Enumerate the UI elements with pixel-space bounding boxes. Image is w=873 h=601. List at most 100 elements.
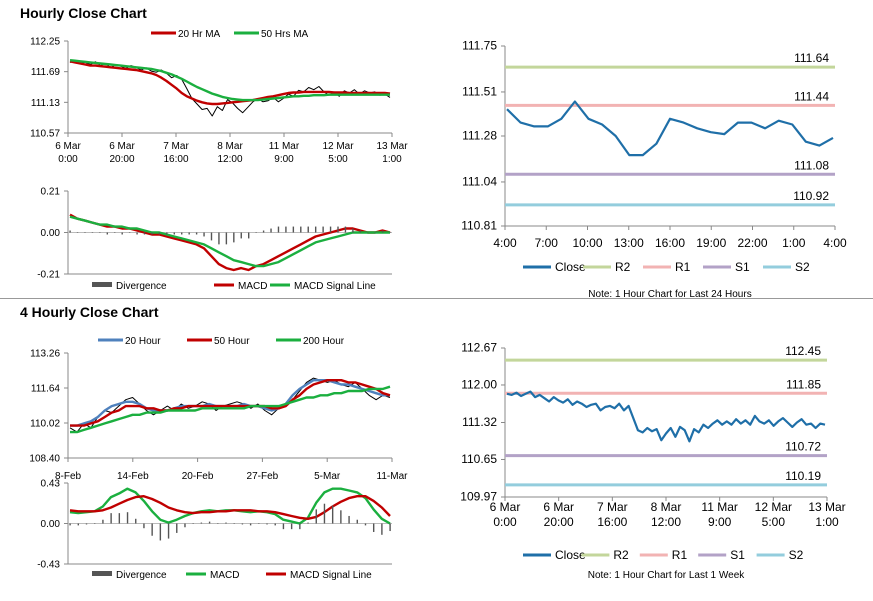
level-label-s1: 110.72 (785, 440, 821, 454)
divergence-bar (372, 523, 375, 532)
divergence-bar (299, 523, 301, 530)
legend-label-s2: S2 (795, 260, 810, 274)
four-hourly-section-title: 4 Hourly Close Chart (20, 304, 159, 320)
divergence-bar (176, 523, 178, 533)
y-tick-label: 110.65 (461, 452, 497, 466)
chart-note: Note: 1 Hour Chart for Last 24 Hours (588, 289, 751, 300)
divergence-bar (344, 226, 347, 233)
divergence-bar (91, 232, 94, 233)
divergence-bar (151, 232, 153, 235)
x-tick-label: 11-Mar (377, 471, 409, 482)
four-hourly-pivot-chart: 112.67 112.00 111.32 110.65 109.97 112.45 111.… (460, 341, 828, 581)
y-tick-label: 111.64 (31, 384, 61, 395)
y-tick-label: 108.40 (29, 454, 60, 465)
legend-label-r1: R1 (672, 548, 688, 562)
level-label-r1: 111.85 (786, 377, 821, 391)
x-tick-label: 7 Mar (597, 500, 628, 514)
x-tick-label: 13 Mar (808, 500, 845, 514)
divergence-bar (110, 513, 112, 524)
hourly-price-chart: 112.25 111.69 111.13 110.57 20 Hr MA 50 Hrs M… (30, 29, 393, 140)
x-tick-label: 8-Feb (55, 471, 82, 482)
divergence-bar (307, 226, 309, 233)
series-close (506, 390, 826, 443)
series-50-hour (70, 379, 391, 427)
divergence-bar (118, 513, 121, 524)
series-close (69, 60, 391, 117)
divergence-bar (322, 226, 324, 233)
series-macd (69, 213, 391, 272)
x-tick-label: 9:00 (708, 515, 732, 529)
x-tick-label: 20:00 (109, 154, 134, 165)
divergence-bar (381, 523, 383, 535)
x-tick-label: 1:00 (382, 154, 402, 165)
divergence-bar (69, 523, 71, 526)
divergence-bar (285, 226, 287, 233)
x-tick-label: 11 Mar (701, 500, 737, 514)
divergence-bar (99, 232, 101, 233)
y-tick-label: 111.04 (462, 174, 497, 188)
divergence-bar (85, 523, 88, 525)
x-tick-label: 7 Mar (163, 141, 189, 152)
legend-label-close: Close (555, 548, 586, 562)
divergence-bar (225, 522, 227, 524)
legend-label: MACD (238, 281, 267, 292)
x-tick-label: 16:00 (655, 236, 685, 250)
divergence-bar (249, 523, 252, 526)
y-tick-label: 112.00 (461, 377, 497, 391)
legend-label-r1: R1 (675, 260, 691, 274)
series-20-hr-ma (69, 60, 391, 106)
x-tick-label: 1:00 (782, 236, 806, 250)
divergence-bar (307, 522, 309, 524)
y-tick-label: 109.97 (460, 490, 497, 504)
x-tick-label: 4:00 (823, 236, 847, 250)
divergence-bar (218, 232, 220, 245)
divergence-bar (389, 523, 391, 532)
divergence-bar (76, 232, 79, 233)
series-macd-signal-line (69, 215, 390, 268)
x-tick-label: 0:00 (58, 154, 78, 165)
divergence-bar (128, 232, 131, 233)
y-tick-label: 111.75 (462, 39, 497, 53)
divergence-bar (210, 232, 213, 241)
level-label-s2: 110.19 (785, 469, 821, 483)
divergence-bar (84, 232, 86, 233)
divergence-bar (126, 512, 129, 524)
hourly-macd-chart: 0.21 0.00 -0.21 Divergence MACD MACD Signal L… (37, 187, 392, 292)
legend-label: 200 Hour (303, 336, 345, 347)
legend-label: MACD (210, 570, 239, 581)
series-50-hrs-ma (69, 59, 390, 102)
x-tick-label: 5-Mar (314, 471, 341, 482)
hourly-pivot-chart: 111.75 111.51 111.28 111.04 110.81 111.64 111.… (461, 39, 836, 300)
legend-label-r2: R2 (613, 548, 629, 562)
divergence-bar (315, 509, 317, 524)
y-tick-label: 0.21 (41, 187, 61, 198)
divergence-bar (203, 232, 205, 237)
divergence-bar (367, 232, 369, 233)
level-label-r2: 112.45 (785, 344, 821, 358)
four-hourly-macd-chart: 0.43 0.00 -0.43 Divergence MACD MACD Signal L… (37, 479, 392, 581)
legend-label: 20 Hour (125, 336, 161, 347)
x-tick-label: 27-Feb (247, 471, 279, 482)
legend-label: Divergence (116, 281, 167, 292)
x-tick-label: 9:00 (274, 154, 294, 165)
divergence-bar (200, 522, 203, 524)
divergence-bar (389, 232, 391, 233)
y-tick-label: 111.32 (462, 415, 497, 429)
divergence-bar (331, 505, 334, 524)
y-tick-label: 113.26 (30, 349, 60, 360)
y-tick-label: 0.00 (41, 228, 61, 239)
divergence-bar (158, 232, 161, 235)
legend-label-s1: S1 (735, 260, 750, 274)
divergence-bar (258, 523, 260, 524)
divergence-bar (300, 226, 302, 233)
y-tick-label: 110.57 (30, 129, 60, 140)
divergence-bar (374, 232, 376, 233)
legend-label: 50 Hrs MA (261, 29, 309, 40)
series-200-hour (70, 385, 391, 434)
x-tick-label: 19:00 (696, 236, 726, 250)
divergence-bar (225, 232, 228, 245)
divergence-bar (359, 230, 362, 233)
legend-swatch-divergence (92, 282, 112, 287)
divergence-bar (329, 226, 332, 233)
